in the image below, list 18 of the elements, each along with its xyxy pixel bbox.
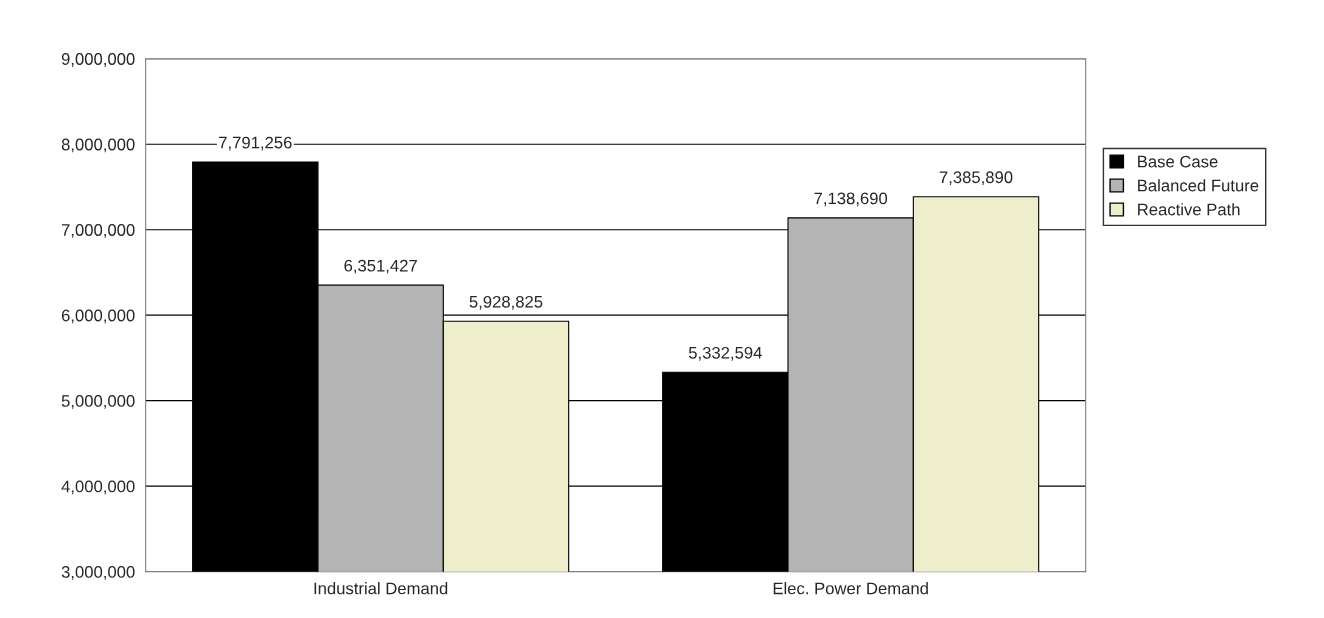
- data-label: 6,351,427: [344, 259, 417, 274]
- legend-label: Balanced Future: [1138, 179, 1259, 192]
- x-tick-label: Elec. Power Demand: [773, 582, 928, 595]
- y-tick-label: 3,000,000: [61, 566, 135, 580]
- y-tick-label: 8,000,000: [61, 138, 135, 153]
- data-label: 7,138,690: [814, 192, 888, 207]
- y-tick-label: 7,000,000: [61, 224, 135, 238]
- legend-label: Base Case: [1138, 155, 1218, 168]
- y-tick-label: 5,000,000: [61, 395, 135, 409]
- y-tick-label: 6,000,000: [61, 309, 135, 324]
- x-tick-label: Industrial Demand: [314, 582, 448, 595]
- data-label: 5,928,825: [469, 295, 543, 310]
- legend-label: Reactive Path: [1138, 203, 1240, 216]
- y-tick-label: 4,000,000: [61, 480, 135, 495]
- data-label: 7,385,890: [939, 171, 1013, 186]
- data-label: 5,332,594: [688, 346, 762, 361]
- y-tick-label: 9,000,000: [61, 53, 135, 67]
- data-label: 7,791,256: [219, 136, 292, 151]
